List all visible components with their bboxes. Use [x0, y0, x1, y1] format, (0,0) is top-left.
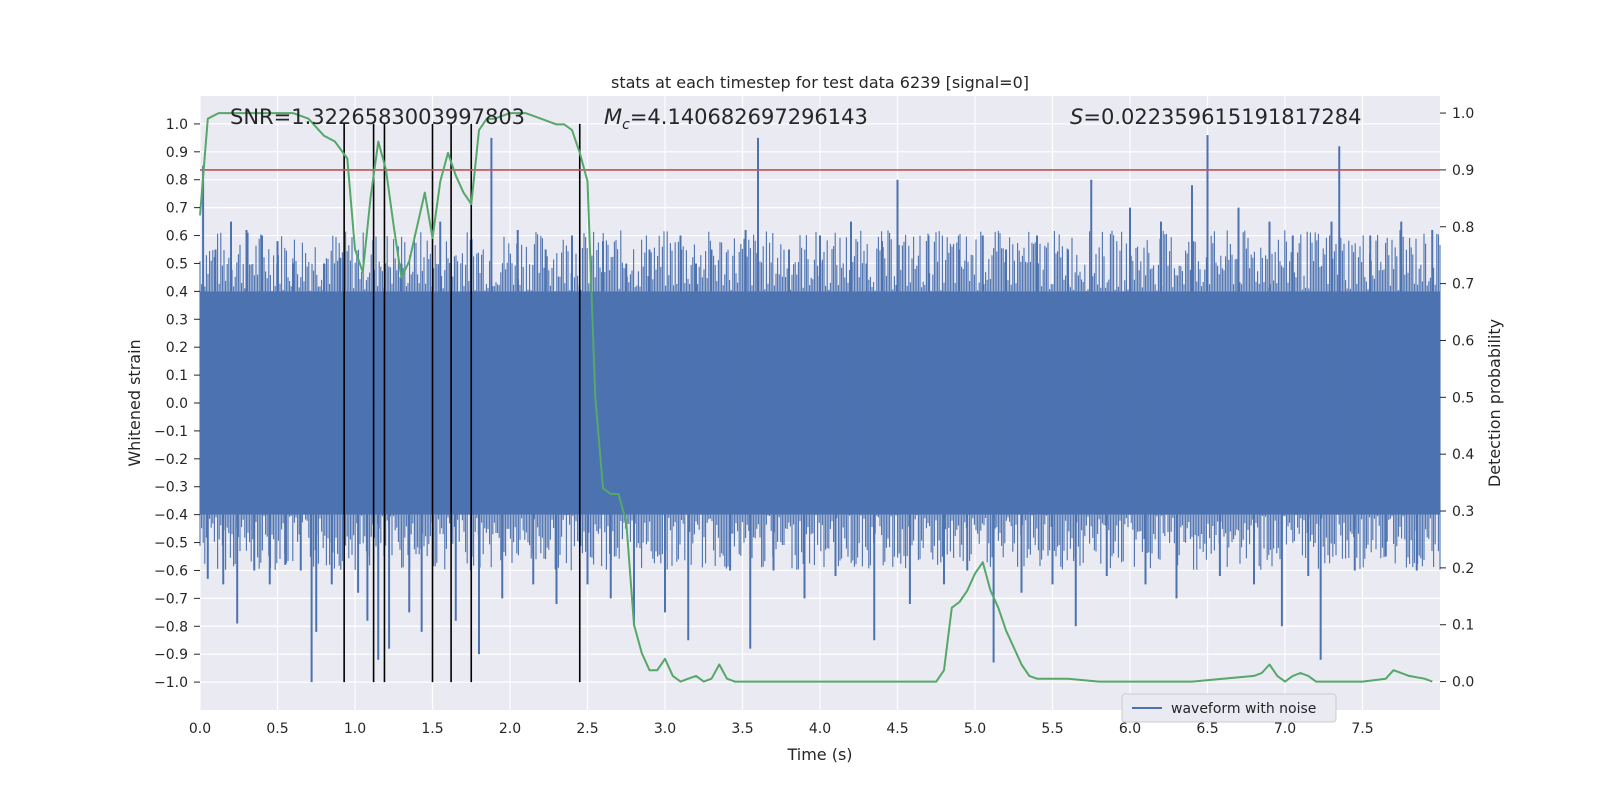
y2-tick-label: 0.9	[1452, 163, 1474, 179]
y-tick-label: 0.6	[166, 229, 188, 245]
y-tick-label: 0.2	[166, 340, 188, 356]
s-value: =0.022359615191817284	[1083, 105, 1361, 129]
x-tick-label: 4.0	[809, 721, 831, 737]
x-tick-label: 7.5	[1351, 721, 1373, 737]
y-tick-label: 0.9	[166, 145, 188, 161]
y2-tick-label: 0.8	[1452, 220, 1474, 236]
y-tick-label: −0.5	[154, 536, 188, 552]
x-tick-label: 5.5	[1041, 721, 1063, 737]
x-axis-label: Time (s)	[786, 745, 852, 764]
y-axis-ticks: 1.0 0.9 0.8 0.7 0.6 0.5 0.4 0.3 0.2 0.1 0.0 −0.1 −0.…	[154, 117, 200, 691]
y2-axis-label: Detection probability	[1485, 319, 1504, 487]
x-tick-label: 2.5	[576, 721, 598, 737]
x-tick-label: 0.5	[266, 721, 288, 737]
y-tick-label: 0.3	[166, 312, 188, 328]
x-tick-label: 0.0	[189, 721, 211, 737]
chirp-mass-subscript: c	[622, 117, 630, 133]
x-axis-ticks: 0.0 0.5 1.0 1.5 2.0 2.5 3.0 3.5 4.0 4.5 5.0 5.5 6.0 6…	[189, 721, 1374, 737]
legend-box	[1121, 693, 1337, 723]
legend-label: waveform with noise	[1171, 701, 1316, 717]
y-tick-label: −0.2	[154, 452, 188, 468]
y2-tick-label: 0.2	[1452, 561, 1474, 577]
y-tick-label: −0.3	[154, 480, 188, 496]
y-tick-label: −0.7	[154, 591, 188, 607]
y-tick-label: 0.4	[166, 284, 188, 300]
legend: waveform with noise	[1121, 693, 1337, 723]
x-tick-label: 3.5	[731, 721, 753, 737]
x-tick-label: 3.0	[654, 721, 676, 737]
y2-tick-label: 0.5	[1452, 390, 1474, 406]
y-tick-label: −0.6	[154, 563, 188, 579]
s-symbol: S	[1070, 105, 1083, 129]
y2-tick-label: 0.4	[1452, 447, 1474, 463]
chirp-mass-value: =4.140682697296143	[630, 105, 868, 129]
y2-tick-label: 0.3	[1452, 504, 1474, 520]
y-tick-label: 0.5	[166, 256, 188, 272]
waveform-series	[199, 135, 1441, 683]
y-tick-label: −0.8	[154, 619, 188, 635]
y2-tick-label: 0.6	[1452, 333, 1474, 349]
x-tick-label: 4.5	[886, 721, 908, 737]
y-tick-label: −0.1	[154, 424, 188, 440]
y-tick-label: 0.8	[166, 173, 188, 189]
y-tick-label: −0.4	[154, 508, 188, 524]
x-tick-label: 2.0	[499, 721, 521, 737]
probability-line	[199, 112, 1433, 683]
y-tick-label: 0.7	[166, 201, 188, 217]
y-tick-label: 0.1	[166, 368, 188, 384]
snr-annotation: SNR=1.3226583003997803	[230, 105, 525, 129]
y2-tick-label: 0.0	[1452, 675, 1474, 691]
vertical-lines	[343, 123, 581, 683]
y2-tick-label: 0.7	[1452, 277, 1474, 293]
chirp-mass-annotation: Mc=4.140682697296143	[604, 105, 868, 133]
y-axis-label: Whitened strain	[125, 339, 144, 466]
y-tick-label: −0.9	[154, 647, 188, 663]
x-tick-label: 1.5	[421, 721, 443, 737]
x-tick-label: 6.0	[1119, 721, 1141, 737]
x-tick-label: 6.5	[1196, 721, 1218, 737]
y2-axis-ticks: 1.0 0.9 0.8 0.7 0.6 0.5 0.4 0.3 0.2 0.1 0.0	[1440, 106, 1474, 691]
y-tick-label: 0.0	[166, 396, 188, 412]
x-tick-label: 5.0	[964, 721, 986, 737]
y-tick-label: −1.0	[154, 675, 188, 691]
chart-title: stats at each timestep for test data 623…	[611, 73, 1029, 92]
y2-tick-label: 1.0	[1452, 106, 1474, 122]
y2-tick-label: 0.1	[1452, 618, 1474, 634]
x-tick-label: 7.0	[1274, 721, 1296, 737]
probability-series	[199, 112, 1433, 683]
chirp-mass-symbol: M	[604, 105, 622, 129]
s-annotation: S=0.022359615191817284	[1070, 105, 1361, 129]
x-tick-label: 1.0	[344, 721, 366, 737]
waveform-noise-texture	[199, 230, 1441, 571]
y-tick-label: 1.0	[166, 117, 188, 133]
